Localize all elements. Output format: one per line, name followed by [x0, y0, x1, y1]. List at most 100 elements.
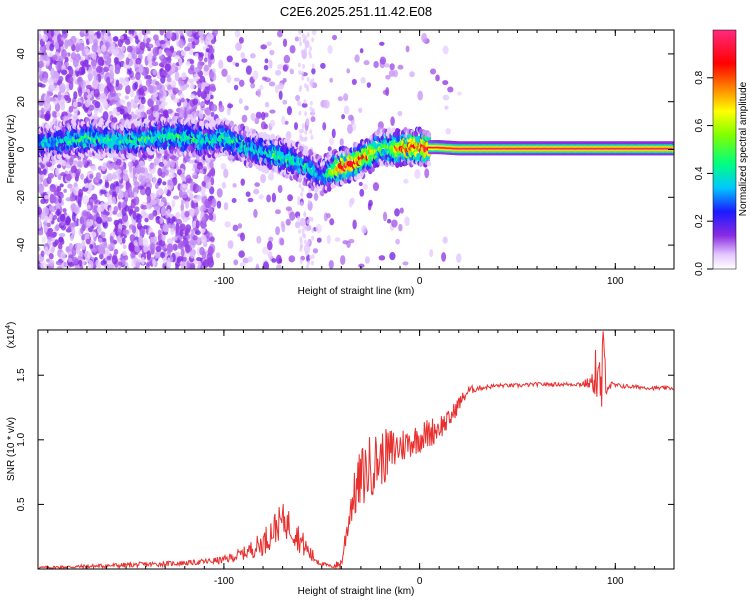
spectrogram-noise-cell	[180, 202, 185, 212]
spectrogram-noise-cell	[128, 59, 134, 66]
spectrogram-noise-cell	[107, 216, 113, 223]
spectrogram-noise-cell	[81, 210, 88, 220]
spectrogram-noise-cell	[134, 206, 140, 213]
spectrogram-noise-cell	[72, 57, 79, 68]
spectrogram-noise-cell	[50, 246, 55, 254]
spectrogram-noise-cell	[311, 30, 317, 36]
spectrogram-noise-cell	[168, 173, 175, 179]
spectrogram-noise-cell	[70, 165, 77, 174]
spectrogram-ridge-cell	[270, 133, 276, 140]
spectrogram-noise-cell	[96, 30, 101, 39]
spectrogram-noise-cell	[181, 191, 188, 199]
spectrogram-noise-cell	[164, 63, 171, 73]
spectrogram-noise-cell	[205, 48, 210, 53]
spectrogram-noise-cell	[204, 176, 211, 183]
spectrogram-noise-cell	[111, 196, 117, 205]
spectrogram-noise-cell	[300, 49, 304, 55]
spectrogram-noise-cell	[103, 241, 108, 249]
spectrogram-noise-cell	[49, 97, 56, 102]
spectrogram-noise-cell	[140, 96, 146, 105]
spectrogram-noise-cell	[99, 202, 105, 212]
spectrogram-noise-cell	[363, 60, 370, 66]
spectrogram-noise-cell	[262, 76, 268, 81]
spectrogram-noise-cell	[63, 261, 67, 268]
spectrogram-noise-cell	[328, 260, 334, 269]
spectrogram-noise-cell	[170, 80, 177, 88]
spectrogram-noise-cell	[88, 34, 94, 44]
spectrogram-noise-cell	[399, 207, 404, 214]
spectrogram-noise-cell	[154, 251, 159, 259]
spectrogram-noise-cell	[42, 54, 50, 62]
spectrogram-noise-cell	[48, 205, 56, 212]
spectrogram-noise-cell	[129, 188, 134, 199]
spectrogram-noise-cell	[86, 94, 93, 99]
spectrogram-noise-cell	[80, 227, 84, 234]
spectrogram-noise-cell	[57, 33, 63, 43]
spectrogram-noise-cell	[85, 84, 92, 89]
spectrogram-noise-cell	[133, 191, 138, 198]
spectrogram-noise-cell	[50, 67, 55, 78]
spectrogram-noise-cell	[287, 194, 293, 202]
spectrogram-ridge-cell	[229, 120, 234, 127]
spectrogram-noise-cell	[268, 236, 274, 242]
spectrogram-noise-cell	[78, 188, 84, 198]
spectrogram-noise-cell	[96, 226, 102, 234]
spectrogram-noise-cell	[301, 187, 305, 193]
spectrogram-noise-cell	[162, 160, 168, 165]
spectrogram-noise-cell	[45, 114, 51, 120]
spectrogram-noise-cell	[149, 85, 154, 94]
spectrogram-noise-cell	[282, 99, 288, 105]
spectrogram-noise-cell	[68, 105, 74, 113]
spectrogram-noise-cell	[178, 189, 183, 198]
spectrogram-noise-cell	[199, 75, 206, 84]
spectrogram-noise-cell	[86, 204, 91, 209]
spectrogram-noise-cell	[52, 241, 58, 248]
spectrogram-noise-cell	[239, 262, 246, 267]
spectrogram-noise-cell	[235, 62, 240, 67]
spectrogram-noise-cell	[49, 183, 57, 193]
spectrogram-noise-cell	[108, 207, 113, 217]
spectrogram-noise-cell	[210, 236, 215, 243]
spectrogram-noise-cell	[189, 83, 195, 90]
spectrogram-noise-cell	[232, 183, 237, 188]
spectrogram-noise-cell	[166, 56, 172, 64]
spectrogram-noise-cell	[238, 250, 245, 258]
spectrogram-noise-cell	[260, 173, 266, 184]
spectrogram-noise-cell	[210, 53, 215, 60]
spectrogram-noise-cell	[311, 228, 315, 234]
spectrogram-noise-cell	[78, 163, 83, 168]
spectrogram-noise-cell	[134, 94, 140, 104]
spectrogram-noise-cell	[45, 231, 52, 237]
spectrogram-noise-cell	[126, 104, 132, 114]
spectrogram-noise-cell	[82, 156, 88, 166]
spectrogram-noise-cell	[87, 73, 94, 79]
spectrogram-noise-cell	[158, 48, 163, 58]
spectrogram-noise-cell	[200, 91, 208, 99]
spectrogram-noise-cell	[69, 187, 75, 192]
spectrogram-noise-cell	[263, 64, 269, 71]
spectrogram-noise-cell	[208, 169, 215, 176]
spectrogram-noise-cell	[136, 222, 143, 230]
spectrogram-noise-cell	[304, 111, 308, 117]
spectrogram-noise-cell	[362, 183, 369, 190]
spectrogram-noise-cell	[192, 98, 199, 106]
spectrogram-noise-cell	[203, 57, 208, 63]
spectrogram-noise-cell	[47, 222, 51, 228]
spectrogram-noise-cell	[304, 40, 310, 49]
spectrogram-noise-cell	[109, 235, 114, 245]
spectrogram-noise-cell	[205, 180, 212, 190]
spectrogram-noise-cell	[245, 191, 251, 197]
spectrogram-noise-cell	[442, 45, 449, 55]
spectrogram-noise-cell	[166, 30, 173, 40]
spectrogram-noise-cell	[109, 70, 114, 80]
spectrogram-noise-cell	[87, 104, 95, 111]
spectrogram-noise-cell	[161, 58, 168, 65]
spectrogram-noise-cell	[47, 172, 55, 179]
spectrogram-noise-cell	[379, 56, 387, 65]
spectrogram-noise-cell	[250, 53, 256, 59]
spectrogram-noise-cell	[101, 98, 108, 108]
spectrogram-noise-cell	[347, 123, 354, 134]
spectrogram-noise-cell	[259, 84, 264, 91]
spectrogram-noise-cell	[54, 102, 61, 112]
